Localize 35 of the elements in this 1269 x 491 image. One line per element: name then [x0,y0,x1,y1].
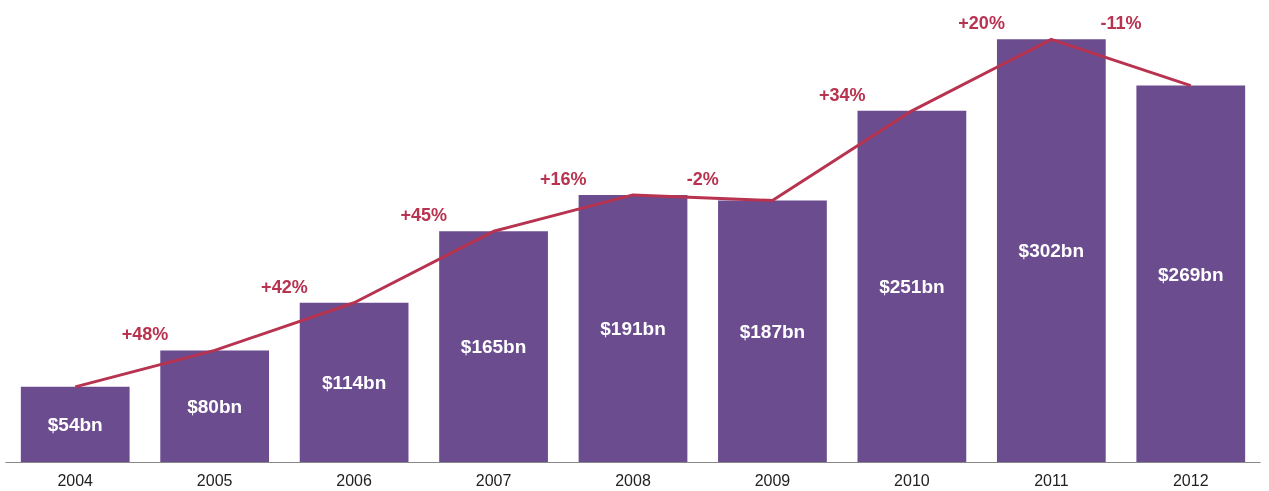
annotation: -2% [686,168,719,189]
data-label: $269bn [1158,263,1224,285]
x-tick-label: 2008 [615,471,651,489]
x-tick-label: 2007 [475,471,512,489]
bar [718,200,827,463]
x-tick-label: 2009 [754,471,791,489]
data-label: $54bn [47,414,103,436]
bar [857,110,967,463]
x-tick-label: 2010 [894,471,930,489]
bar [20,386,130,463]
data-label: $251bn [879,276,945,298]
x-tick-label: 2005 [196,471,233,489]
annotation: +16% [540,168,587,189]
bar [578,194,688,463]
annotation: +45% [400,205,448,226]
x-tick-label: 2006 [336,471,373,489]
data-label: $302bn [1018,240,1085,262]
annotation: +42% [261,276,308,297]
bar [996,39,1106,463]
data-label: $165bn [460,336,527,358]
annotation: +34% [818,84,866,105]
text: -11% [1100,13,1142,34]
bar [439,231,548,463]
bar [160,350,270,463]
data-label: $187bn [739,320,806,342]
data-label: $191bn [600,318,666,340]
x-tick-label: 2004 [57,471,94,489]
data-label: $80bn [187,395,243,417]
data-label: $114bn [321,372,387,394]
x-tick-label: 2011 [1034,471,1069,489]
text: +20% [958,13,1005,34]
bar [1136,85,1246,463]
annotation: +48% [121,324,169,345]
x-tick-label: 2012 [1172,471,1209,489]
bar [299,302,409,463]
